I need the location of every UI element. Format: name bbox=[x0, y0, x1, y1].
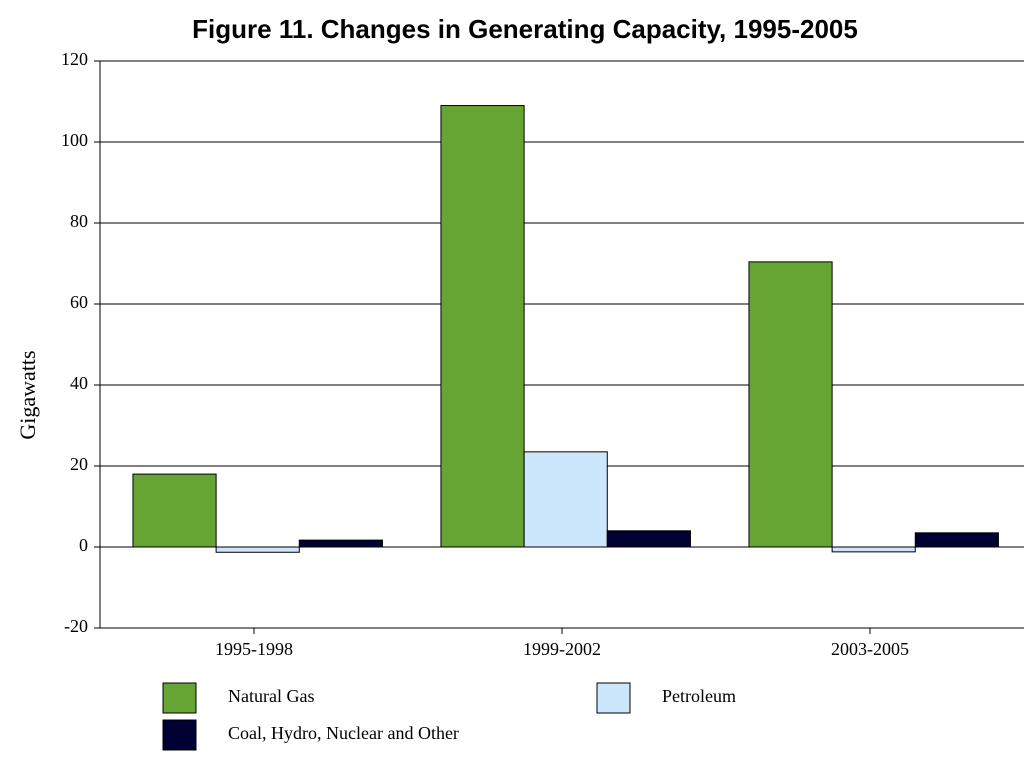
legend-label: Natural Gas bbox=[228, 686, 314, 706]
bar bbox=[606, 530, 691, 548]
bar bbox=[440, 105, 525, 548]
legend-swatch bbox=[162, 682, 197, 714]
legend-swatch bbox=[596, 682, 631, 714]
bar bbox=[132, 473, 217, 548]
bar bbox=[298, 539, 383, 548]
bar bbox=[523, 451, 608, 548]
legend-label: Coal, Hydro, Nuclear and Other bbox=[228, 723, 459, 743]
y-tick-label: 60 bbox=[70, 292, 88, 312]
y-tick-label: 40 bbox=[70, 373, 88, 393]
y-tick-label: -20 bbox=[64, 616, 88, 636]
y-tick-label: 80 bbox=[70, 211, 88, 231]
y-tick-label: 20 bbox=[70, 454, 88, 474]
legend-label: Petroleum bbox=[662, 686, 736, 706]
chart-title: Figure 11. Changes in Generating Capacit… bbox=[192, 14, 858, 44]
y-tick-label: 120 bbox=[61, 49, 88, 69]
x-tick-label: 1999-2002 bbox=[523, 639, 601, 659]
legend-swatch bbox=[162, 719, 197, 751]
bar bbox=[748, 261, 833, 548]
y-axis-label: Gigawatts bbox=[15, 350, 40, 439]
bar bbox=[831, 546, 916, 553]
x-tick-label: 1995-1998 bbox=[215, 639, 293, 659]
y-tick-label: 100 bbox=[61, 130, 88, 150]
bar bbox=[215, 546, 300, 553]
y-tick-label: 0 bbox=[79, 535, 88, 555]
bar bbox=[914, 532, 999, 548]
x-tick-label: 2003-2005 bbox=[831, 639, 909, 659]
